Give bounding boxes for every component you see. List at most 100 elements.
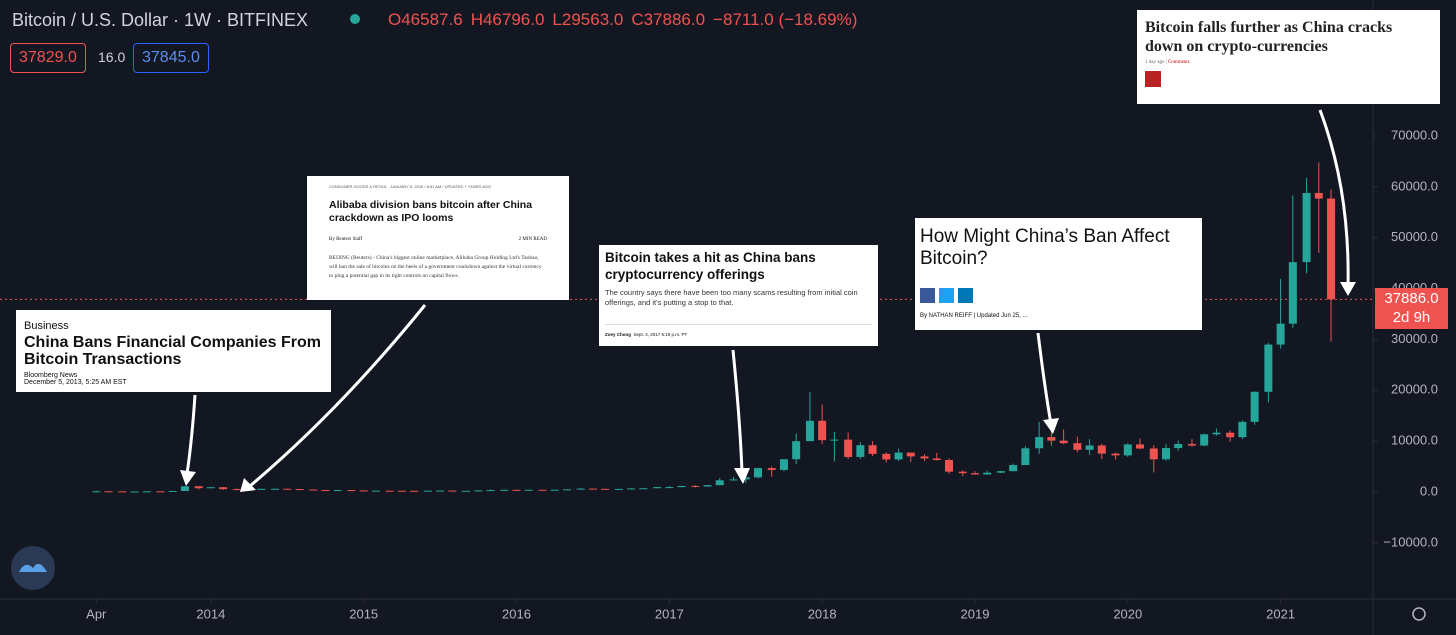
y-tick-label: −10000.0: [1383, 534, 1438, 549]
candle-body: [920, 456, 929, 459]
ohlc-value: H46796.0: [470, 10, 545, 29]
candle-body: [1085, 445, 1094, 450]
arrow: [1036, 332, 1053, 425]
x-tick-label: 2016: [502, 606, 531, 621]
candle-body: [1097, 445, 1106, 454]
x-tick-label: 2017: [655, 606, 684, 621]
candle-body: [830, 439, 839, 441]
news-card[interactable]: How Might China’s Ban Affect Bitcoin? By…: [915, 218, 1202, 330]
arrow: [185, 394, 197, 475]
linkedin[interactable]: [958, 288, 973, 303]
ohlc-legend: O46587.6 H46796.0 L29563.0 C37886.0 −8711.0 …: [388, 10, 865, 30]
section: CONSUMER GOODS & RETAIL: [329, 184, 387, 189]
byline: By Reuters Staff: [329, 237, 363, 242]
ohlc-value: −8711.0 (−18.69%): [713, 10, 858, 29]
symbol-title: Bitcoin / U.S. Dollar · 1W · BITFINEX: [12, 10, 309, 30]
candle-body: [500, 489, 509, 491]
candle-body: [894, 452, 903, 460]
candle-body: [283, 488, 292, 490]
candle-body: [232, 489, 241, 491]
x-tick-label: 2020: [1113, 606, 1142, 621]
sell-button[interactable]: 37829.0: [10, 43, 86, 73]
candle-body: [1212, 432, 1221, 435]
news-card[interactable]: CONSUMER GOODS & RETAIL JANUARY 8, 2015 …: [307, 176, 569, 300]
candle-body: [983, 472, 992, 475]
date: December 5, 2013, 5:25 AM EST: [24, 379, 127, 386]
candle-body: [627, 488, 636, 490]
candle-body: [1200, 434, 1209, 446]
candle-body: [156, 491, 165, 493]
date: Updated Jun 25, ...: [976, 313, 1028, 319]
candle-body: [436, 490, 445, 492]
headline: China Bans Financial Companies From Bitc…: [24, 334, 321, 368]
candle-body: [601, 488, 610, 490]
candle-body: [1187, 443, 1196, 446]
candle-body: [1123, 444, 1132, 456]
candle-body: [868, 445, 877, 454]
candle-body: [1059, 440, 1068, 444]
candle-body: [219, 487, 228, 490]
buy-button[interactable]: 37845.0: [133, 43, 209, 73]
candle-body: [142, 491, 151, 493]
countdown: 2d 9h: [1392, 309, 1431, 326]
candle-body: [729, 479, 738, 481]
headline: Alibaba division bans bitcoin after Chin…: [329, 199, 533, 224]
arrowhead: [240, 478, 256, 492]
candle-body: [474, 490, 483, 492]
arrow: [249, 304, 427, 488]
candle-body: [206, 487, 215, 489]
last-price: 37886.0: [1384, 290, 1439, 307]
twitter[interactable]: [939, 288, 954, 303]
candle-body: [397, 490, 406, 492]
candle-body: [958, 471, 967, 474]
news-card[interactable]: Bitcoin takes a hit as China bans crypto…: [599, 245, 878, 346]
candle-body: [844, 439, 853, 457]
arrowhead: [1340, 282, 1356, 296]
candle-body: [996, 471, 1005, 473]
x-tick-label: 2019: [961, 606, 990, 621]
ohlc-value: C37886.0: [631, 10, 706, 29]
candle-body: [944, 459, 953, 472]
author: Zoey Chong: [605, 332, 631, 337]
candle-body: [588, 488, 597, 490]
comments[interactable]: Comments: [1167, 60, 1190, 65]
news-card[interactable]: Business China Bans Financial Companies …: [16, 310, 331, 392]
candle-body: [309, 489, 318, 491]
y-tick-label: 60000.0: [1391, 178, 1438, 193]
candle-body: [1174, 443, 1183, 449]
candle-body: [385, 490, 394, 492]
news-card[interactable]: Bitcoin falls further as China cracks do…: [1137, 10, 1440, 104]
candle-body: [1161, 448, 1170, 460]
candle-body: [538, 489, 547, 491]
candle-body: [767, 468, 776, 470]
share-button[interactable]: [1145, 71, 1161, 87]
candle-body: [653, 487, 662, 489]
facebook[interactable]: [920, 288, 935, 303]
candle-body: [1136, 444, 1145, 449]
headline: Bitcoin takes a hit as China bans crypto…: [605, 250, 816, 282]
candle-body: [423, 490, 432, 492]
candle-body: [1264, 344, 1273, 392]
source: Bloomberg News: [24, 372, 78, 379]
spread: 16.0: [98, 49, 126, 65]
candle-body: [562, 489, 571, 491]
arrows: [185, 109, 1350, 488]
candle-body: [333, 490, 342, 492]
body: The country says there have been too man…: [605, 288, 858, 307]
candle-body: [104, 491, 113, 493]
y-tick-label: 0.0: [1420, 483, 1438, 498]
settings-icon[interactable]: [1412, 607, 1426, 621]
arrow: [731, 349, 744, 473]
candle-body: [1302, 192, 1311, 263]
candle-body: [194, 486, 203, 489]
candle-body: [271, 488, 280, 490]
candle-body: [970, 473, 979, 475]
status-dot: [350, 14, 360, 24]
candle-body: [1021, 448, 1030, 466]
candle-body: [512, 489, 521, 491]
candle-body: [168, 490, 177, 492]
y-tick-label: 20000.0: [1391, 382, 1438, 397]
candle-body: [614, 488, 623, 490]
candle-body: [1111, 453, 1120, 456]
